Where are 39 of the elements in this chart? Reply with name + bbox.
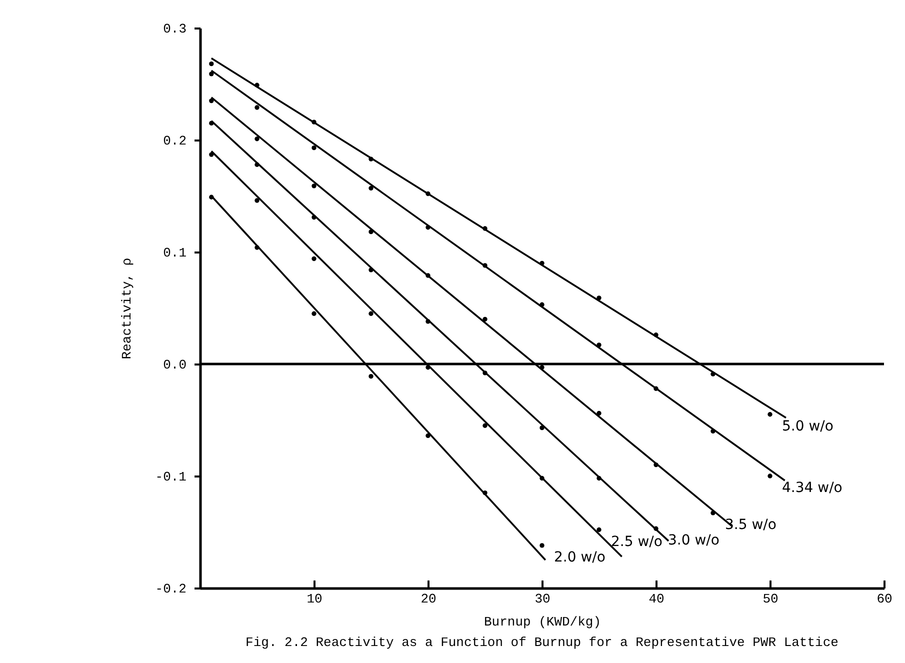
point: [368, 311, 374, 316]
point: [312, 184, 316, 188]
point: [482, 423, 488, 428]
point: [368, 186, 374, 190]
x-tick-label: 60: [876, 592, 892, 606]
series-label: 2.0 w/o: [554, 549, 606, 566]
point: [254, 105, 260, 110]
point: [596, 527, 602, 532]
x-tick-label: 30: [534, 592, 550, 606]
x-tick-label: 40: [648, 592, 664, 606]
y-tick-label: 0.2: [163, 134, 186, 148]
point: [768, 474, 772, 478]
series-label: 4.34 w/o: [782, 480, 842, 496]
point: [312, 256, 316, 262]
point: [312, 146, 316, 150]
x-tick-label: 50: [762, 592, 778, 606]
point: [540, 543, 544, 548]
point: [209, 72, 214, 76]
point: [254, 198, 260, 203]
point: [254, 136, 260, 142]
point: [368, 374, 374, 379]
point: [209, 62, 214, 66]
y-tick-label: -0.2: [155, 582, 186, 596]
x-axis-title: Burnup (KWD/kg): [484, 614, 602, 630]
x-tick-label: 10: [306, 592, 322, 606]
y-tick-label: 0.1: [163, 246, 187, 260]
x-tick-label: 20: [420, 592, 436, 606]
caption: Fig. 2.2 Reactivity as a Function of Burnup for a Representative PWR Lattice: [246, 635, 838, 650]
point: [312, 311, 316, 316]
point: [596, 410, 602, 416]
y-tick-label: -0.1: [155, 470, 187, 484]
point: [482, 316, 488, 322]
y-tick-label: 0.3: [163, 22, 186, 36]
y-tick-label: 0.0: [163, 358, 186, 372]
y-axis-title: Reactivity, ρ: [119, 258, 134, 360]
series-label: 3.0 w/o: [668, 532, 720, 549]
series-label: 2.5 w/o: [611, 534, 662, 550]
series-label: 5.0 w/o: [782, 418, 834, 434]
point: [768, 412, 772, 417]
